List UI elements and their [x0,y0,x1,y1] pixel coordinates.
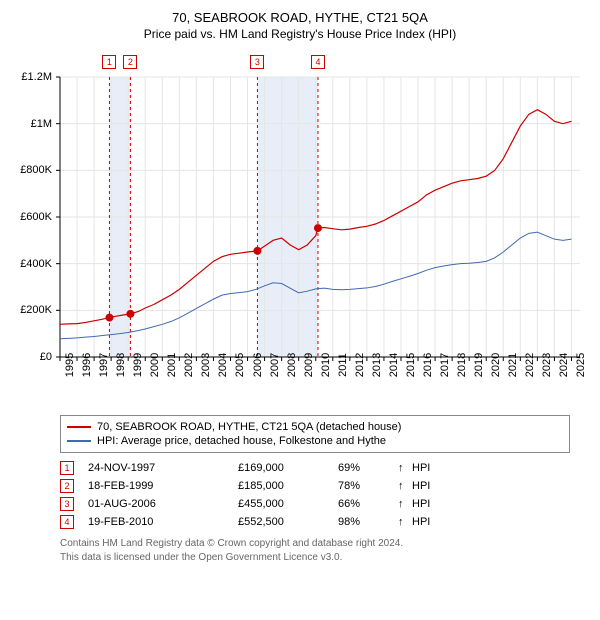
x-axis-tick-label: 2018 [456,353,468,377]
legend-swatch [67,440,91,442]
arrow-up-icon: ↑ [398,480,412,492]
sale-date: 19-FEB-2010 [88,516,238,528]
x-axis-tick-label: 2004 [217,353,229,377]
x-axis-tick-label: 2009 [303,353,315,377]
sale-price: £455,000 [238,498,338,510]
sale-marker-box: 1 [60,461,74,475]
legend-label: 70, SEABROOK ROAD, HYTHE, CT21 5QA (deta… [97,421,401,433]
x-axis-tick-label: 2012 [354,353,366,377]
sales-table: 124-NOV-1997£169,00069%↑HPI218-FEB-1999£… [60,459,570,531]
x-axis-tick-label: 2020 [490,353,502,377]
sale-pct: 66% [338,498,398,510]
arrow-up-icon: ↑ [398,462,412,474]
sale-row: 4 19-FEB-2010£552,50098%↑HPI [60,513,570,531]
y-axis-tick-label: £0 [10,351,52,363]
chart-container: 70, SEABROOK ROAD, HYTHE, CT21 5QA Price… [0,0,600,572]
y-axis-tick-label: £200K [10,304,52,316]
sale-pct: 69% [338,462,398,474]
x-axis-tick-label: 2010 [320,353,332,377]
x-axis-tick-label: 2014 [388,353,400,377]
copyright-text: Contains HM Land Registry data © Crown c… [60,537,570,564]
x-axis-tick-label: 2019 [473,353,485,377]
sale-hpi-label: HPI [412,498,430,510]
chart-subtitle: Price paid vs. HM Land Registry's House … [10,27,590,41]
x-axis-tick-label: 1998 [115,353,127,377]
copyright-line-2: This data is licensed under the Open Gov… [60,551,570,565]
sale-marker-box: 3 [60,497,74,511]
legend-label: HPI: Average price, detached house, Folk… [97,435,386,447]
x-axis-tick-label: 2002 [183,353,195,377]
arrow-up-icon: ↑ [398,516,412,528]
arrow-up-icon: ↑ [398,498,412,510]
copyright-line-1: Contains HM Land Registry data © Crown c… [60,537,570,551]
sale-price: £552,500 [238,516,338,528]
x-axis-tick-label: 2013 [371,353,383,377]
sale-marker-box: 4 [311,55,325,69]
sale-pct: 78% [338,480,398,492]
sale-marker-box: 1 [102,55,116,69]
sale-pct: 98% [338,516,398,528]
legend-item: 70, SEABROOK ROAD, HYTHE, CT21 5QA (deta… [67,420,563,434]
sale-date: 18-FEB-1999 [88,480,238,492]
x-axis-tick-label: 2007 [269,353,281,377]
x-axis-tick-label: 1995 [64,353,76,377]
x-axis-tick-label: 2024 [558,353,570,377]
sale-marker-box: 2 [60,479,74,493]
x-axis-tick-label: 2000 [149,353,161,377]
sale-row: 2 18-FEB-1999£185,00078%↑HPI [60,477,570,495]
y-axis-tick-label: £400K [10,258,52,270]
x-axis-tick-label: 2015 [405,353,417,377]
sale-hpi-label: HPI [412,516,430,528]
sale-price: £169,000 [238,462,338,474]
x-axis-tick-label: 2021 [507,353,519,377]
x-axis-tick-label: 2022 [524,353,536,377]
x-axis-tick-label: 2005 [234,353,246,377]
sale-row: 1 24-NOV-1997£169,00069%↑HPI [60,459,570,477]
x-axis-tick-label: 2006 [252,353,264,377]
chart-title: 70, SEABROOK ROAD, HYTHE, CT21 5QA [10,10,590,25]
x-axis-tick-label: 2025 [575,353,587,377]
y-axis-tick-label: £1M [10,118,52,130]
y-axis-tick-label: £1.2M [10,71,52,83]
chart-plot-area: 12 3 4 £0 £200K £400K £600K £800K £1M £1.2M 1995 19… [10,47,590,407]
sale-row: 3 01-AUG-2006£455,00066%↑HPI [60,495,570,513]
x-axis-tick-label: 1997 [98,353,110,377]
x-axis-tick-label: 2017 [439,353,451,377]
sale-marker-box: 3 [250,55,264,69]
x-axis-tick-label: 2003 [200,353,212,377]
sale-marker-box: 4 [60,515,74,529]
x-axis-tick-label: 2008 [286,353,298,377]
legend-swatch [67,426,91,428]
x-axis-tick-label: 2001 [166,353,178,377]
x-axis-tick-label: 2011 [337,353,349,377]
chart-svg [10,47,590,407]
sale-marker-box: 2 [123,55,137,69]
sale-date: 01-AUG-2006 [88,498,238,510]
y-axis-tick-label: £800K [10,164,52,176]
legend-item: HPI: Average price, detached house, Folk… [67,434,563,448]
x-axis-tick-label: 2023 [541,353,553,377]
y-axis-tick-label: £600K [10,211,52,223]
sale-price: £185,000 [238,480,338,492]
x-axis-tick-label: 1996 [81,353,93,377]
x-axis-tick-label: 1999 [132,353,144,377]
sale-hpi-label: HPI [412,462,430,474]
sale-date: 24-NOV-1997 [88,462,238,474]
legend-box: 70, SEABROOK ROAD, HYTHE, CT21 5QA (deta… [60,415,570,453]
x-axis-tick-label: 2016 [422,353,434,377]
sale-hpi-label: HPI [412,480,430,492]
